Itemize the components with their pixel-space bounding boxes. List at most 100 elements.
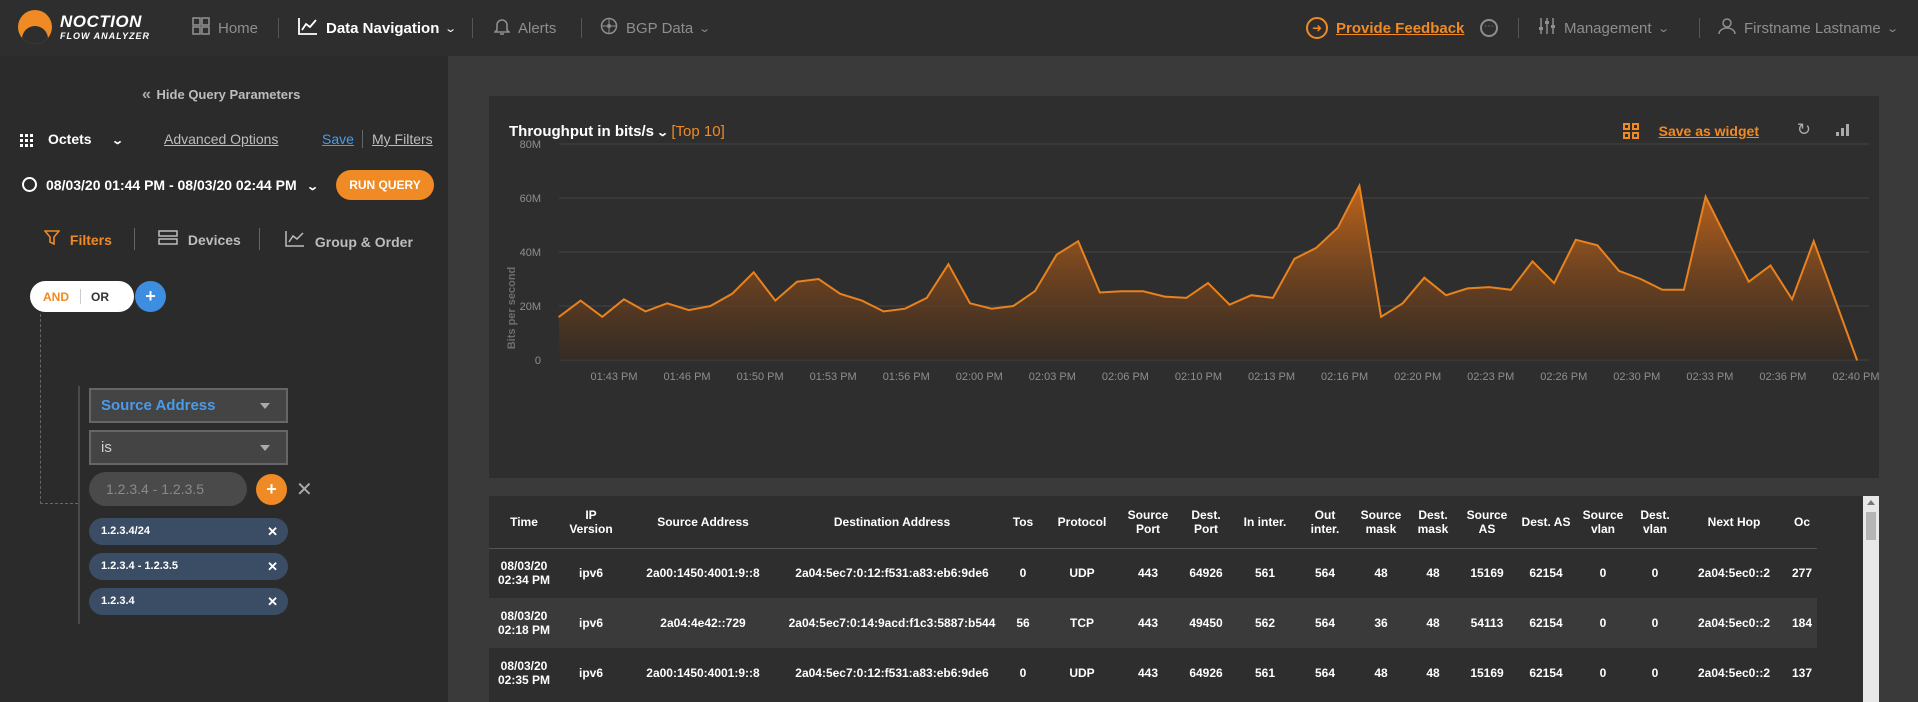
data-point <box>1272 297 1274 299</box>
nav-data-navigation[interactable]: Data Navigation ⌄ <box>298 0 457 56</box>
or-option[interactable]: OR <box>91 289 109 304</box>
tree-connector <box>40 314 41 504</box>
metric-select[interactable]: Octets ⌄ <box>48 131 125 147</box>
column-header[interactable]: Source vlan <box>1577 496 1629 549</box>
user-menu[interactable]: Firstname Lastname ⌄ <box>1718 0 1899 56</box>
noction-logo[interactable]: NOCTION FLOW ANALYZER <box>18 10 150 44</box>
tab-group-order[interactable]: Group & Order <box>285 230 413 250</box>
column-header[interactable]: Destination Address <box>783 496 1001 549</box>
column-header[interactable]: Dest. AS <box>1515 496 1577 549</box>
grid-dots-icon <box>20 134 33 147</box>
provide-feedback-link[interactable]: ➜ Provide Feedback <box>1306 0 1464 56</box>
table-cell: 564 <box>1314 666 1336 680</box>
and-or-toggle[interactable]: AND OR <box>30 281 134 312</box>
close-icon[interactable]: ✕ <box>267 559 278 574</box>
y-axis-label: Bits per second <box>506 267 518 350</box>
table-cell: 2a00:1450:4001:9::8 <box>646 666 760 680</box>
filter-value-input[interactable]: 1.2.3.4 - 1.2.3.5 <box>89 472 247 506</box>
column-header[interactable]: In inter. <box>1235 496 1295 549</box>
column-header[interactable]: Source Address <box>623 496 783 549</box>
table-cell: 0 <box>1599 666 1607 680</box>
data-point <box>947 263 950 265</box>
table-row[interactable]: 08/03/20 02:35 PM ipv6 2a00:1450:4001:9::8 2… <box>489 648 1817 698</box>
table-cell: 443 <box>1119 598 1177 648</box>
operator-select[interactable]: is <box>89 430 288 465</box>
nav-management[interactable]: Management ⌄ <box>1538 0 1670 56</box>
table-cell: 277 <box>1791 566 1813 581</box>
data-point <box>1596 244 1599 247</box>
tab-filters-label: Filters <box>69 232 112 248</box>
widget-grid-icon <box>1623 123 1639 139</box>
data-point <box>1856 359 1858 361</box>
close-icon[interactable]: ✕ <box>267 594 278 609</box>
tab-filters[interactable]: Filters <box>43 230 112 248</box>
x-tick-label: 02:26 PM <box>1540 371 1587 383</box>
hide-query-parameters-button[interactable]: « Hide Query Parameters <box>142 86 300 104</box>
table-cell: ipv6 <box>578 666 603 680</box>
column-header[interactable]: IP Version <box>559 496 623 549</box>
bar-chart-icon[interactable] <box>1836 124 1849 136</box>
data-point <box>1575 239 1577 241</box>
table-row[interactable]: 08/03/20 02:18 PM ipv6 2a04:4e42::729 2a04:5… <box>489 598 1817 648</box>
data-point <box>796 280 798 283</box>
save-filter-link[interactable]: Save <box>322 131 354 147</box>
column-header[interactable]: Source Port <box>1119 496 1177 549</box>
data-point <box>709 305 712 307</box>
x-tick-label: 02:00 PM <box>956 371 1003 383</box>
filter-tag-label: 1.2.3.4 <box>101 595 135 607</box>
tab-devices[interactable]: Devices <box>158 230 241 248</box>
tab-devices-label: Devices <box>187 232 241 248</box>
x-tick-label: 01:53 PM <box>810 371 857 383</box>
tree-connector <box>40 503 78 504</box>
column-header[interactable]: Dest. mask <box>1407 496 1459 549</box>
refresh-icon[interactable]: ↻ <box>1796 120 1811 139</box>
scrollbar-thumb[interactable] <box>1866 512 1876 540</box>
column-header[interactable]: Oc <box>1787 496 1817 549</box>
date-range-picker[interactable]: 08/03/20 01:44 PM - 08/03/20 02:44 PM ⌄ <box>46 177 319 193</box>
column-header[interactable]: Tos <box>1001 496 1045 549</box>
x-tick-label: 02:16 PM <box>1321 371 1368 383</box>
table-cell: TCP <box>1045 598 1119 648</box>
field-select[interactable]: Source Address <box>89 388 288 423</box>
nav-home[interactable]: Home <box>192 0 258 56</box>
column-header[interactable]: Source mask <box>1355 496 1407 549</box>
data-point <box>1185 297 1188 299</box>
column-header[interactable]: Next Hop <box>1681 496 1787 549</box>
logo-subtitle: FLOW ANALYZER <box>60 31 150 41</box>
throughput-area-chart: 0 20M 40M 60M 80M 01:43 PM 01:46 PM 01:50 PM 01… <box>506 139 1879 383</box>
nav-alerts[interactable]: Alerts <box>493 0 556 56</box>
data-point <box>1683 289 1685 291</box>
column-header[interactable]: Source AS <box>1459 496 1515 549</box>
data-point <box>1466 287 1469 290</box>
add-group-button[interactable]: + <box>135 281 166 312</box>
nav-bgp-data[interactable]: BGP Data ⌄ <box>600 0 711 56</box>
table-cell: 564 <box>1314 566 1336 581</box>
save-as-widget-link[interactable]: Save as widget <box>1658 123 1759 139</box>
add-value-button[interactable]: + <box>256 474 287 505</box>
link-divider <box>362 130 363 148</box>
y-tick-label: 80M <box>520 139 541 151</box>
data-point <box>1401 302 1404 305</box>
top-n-label[interactable]: [Top 10] <box>671 123 725 140</box>
advanced-options-link[interactable]: Advanced Options <box>164 131 279 147</box>
column-header[interactable]: Time <box>489 496 559 549</box>
scroll-up-arrow-icon[interactable] <box>1867 500 1875 505</box>
table-cell: 15169 <box>1470 566 1504 581</box>
unit-select[interactable]: bits/s ⌄ <box>615 123 669 140</box>
column-header[interactable]: Dest. Port <box>1177 496 1235 549</box>
table-cell: 49450 <box>1177 598 1235 648</box>
column-header[interactable]: Protocol <box>1045 496 1119 549</box>
table-scrollbar[interactable] <box>1863 496 1879 702</box>
x-tick-label: 02:06 PM <box>1102 371 1149 383</box>
remove-condition-close-icon[interactable]: ✕ <box>296 479 313 501</box>
column-header[interactable]: Dest. vlan <box>1629 496 1681 549</box>
and-option[interactable]: AND <box>43 289 69 304</box>
chat-button[interactable]: ⋯ <box>1480 0 1498 56</box>
close-icon[interactable]: ✕ <box>267 524 278 539</box>
my-filters-link[interactable]: My Filters <box>372 131 433 147</box>
column-header[interactable]: Out inter. <box>1295 496 1355 549</box>
table-cell: ipv6 <box>559 598 623 648</box>
run-query-button[interactable]: RUN QUERY <box>336 170 434 200</box>
table-cell: 48 <box>1426 566 1440 581</box>
table-row[interactable]: 08/03/20 02:34 PM ipv6 2a00:1450:4001:9::8 2… <box>489 548 1817 598</box>
